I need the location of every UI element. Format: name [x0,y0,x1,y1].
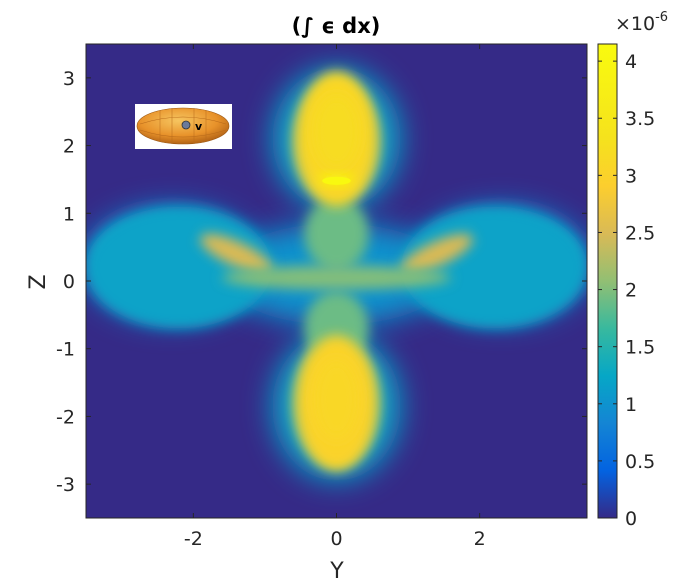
heatmap-region-ridge [200,233,273,274]
colorbar-tick-label: 0 [625,508,637,530]
heatmap-region-band [221,265,452,290]
colorbar-tick-label: 4 [625,51,637,73]
heatmap-bottom-core [313,358,360,441]
y-tick-label: 1 [63,203,75,225]
heatmap-region-ridge [400,233,473,274]
colorbar-tick-label: 0.5 [625,451,655,473]
colorbar-tick-label: 3 [625,165,637,187]
x-tick-label: -2 [184,528,203,550]
heatmap-layer [86,67,587,481]
x-axis: -2 0 2 [184,44,486,550]
inset-marker-label: v [195,120,203,133]
colorbar-tick-label: 1.5 [625,337,655,359]
colorbar-tick-label: 2.5 [625,222,655,244]
x-axis-label: Y [329,559,344,583]
colorbar-axis: 0 0.5 1 1.5 2 2.5 3 3.5 4 [598,51,655,530]
y-axis: -3 -2 -1 0 1 2 3 [56,68,587,496]
colorbar-multiplier-base: ×10 [615,13,655,35]
heatmap-upper-stem [304,196,369,271]
x-tick-label: 2 [474,528,486,550]
colorbar-tick-label: 2 [625,280,637,302]
colorbar-multiplier: ×10-6 [615,10,668,35]
y-axis-label: Z [26,274,51,289]
y-tick-label: -1 [56,339,75,361]
chart-title: (∫ ϵ dx) [292,14,381,38]
heatmap-top-core [313,94,360,170]
y-tick-label: 3 [63,68,75,90]
y-tick-label: -2 [56,406,75,428]
y-tick-label: 2 [63,136,75,158]
colorbar-multiplier-exponent: -6 [655,10,668,25]
colorbar-tick-label: 1 [625,394,637,416]
colorbar-tick-label: 3.5 [625,108,655,130]
y-tick-label: -3 [56,474,75,496]
heatmap-hot-spot-core [322,176,351,185]
x-tick-label: 0 [330,528,342,550]
y-tick-label: 0 [63,271,75,293]
torus-inset-icon: v [135,104,232,149]
colorbar [597,43,618,519]
